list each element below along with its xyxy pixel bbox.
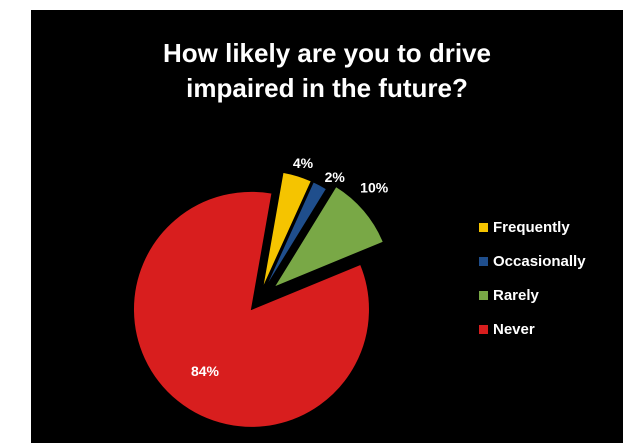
chart-panel: How likely are you to drive impaired in … (31, 10, 623, 443)
legend: Frequently Occasionally Rarely Never (479, 210, 619, 346)
legend-entry-rarely: Rarely (479, 278, 619, 312)
pie-chart: 4% 2% 10% 84% (132, 155, 389, 428)
legend-swatch (479, 290, 488, 300)
pie-slice-never (132, 190, 370, 428)
legend-label: Frequently (493, 218, 570, 236)
legend-entry-never: Never (479, 312, 619, 346)
pie-slice-rarely (272, 185, 384, 289)
data-label-occasionally: 2% (325, 169, 346, 185)
legend-swatch (479, 324, 488, 334)
legend-label: Never (493, 320, 535, 338)
legend-swatch (479, 222, 488, 232)
data-label-rarely: 10% (360, 180, 389, 196)
data-label-frequently: 4% (293, 155, 314, 171)
legend-swatch (479, 256, 488, 266)
pie-slice-frequently (262, 171, 312, 289)
pie-slice-occasionally (264, 181, 328, 290)
data-label-never: 84% (191, 363, 220, 379)
legend-label: Occasionally (493, 252, 586, 270)
legend-entry-occasionally: Occasionally (479, 244, 619, 278)
legend-label: Rarely (493, 286, 539, 304)
legend-entry-frequently: Frequently (479, 210, 619, 244)
chart-title: How likely are you to drive impaired in … (163, 38, 491, 103)
